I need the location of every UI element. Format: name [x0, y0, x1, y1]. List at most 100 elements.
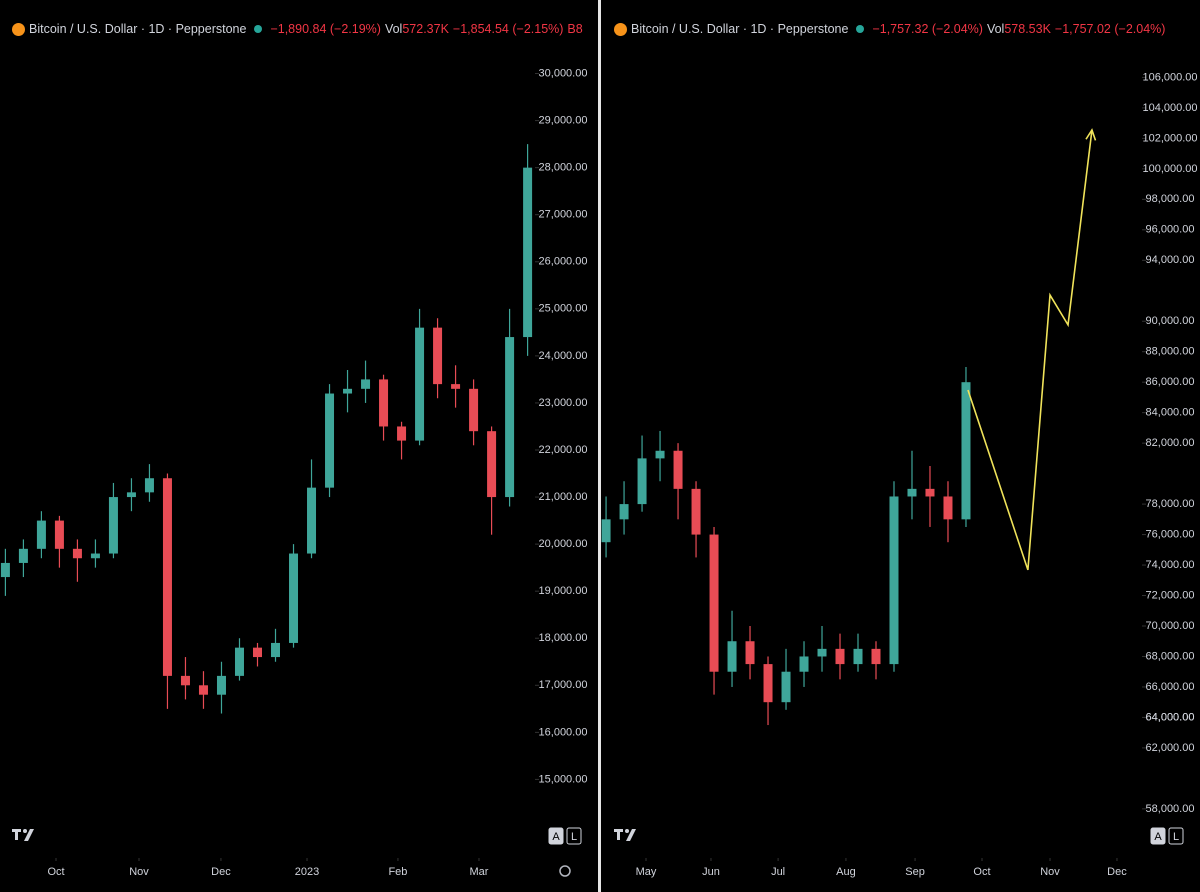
scale-button[interactable]	[1168, 827, 1184, 845]
y-tick-label: 82,000.00	[1146, 437, 1195, 449]
candle-body	[487, 431, 497, 498]
candle	[889, 481, 899, 672]
volume-change: −1,757.02 (−2.04%)	[1054, 22, 1166, 36]
y-tick-label: 106,000.00	[1142, 71, 1197, 83]
candle-body	[691, 488, 701, 535]
candle-body	[727, 641, 737, 672]
x-tick-label: Oct	[47, 866, 64, 878]
arrow-head	[1085, 128, 1097, 141]
y-tick-label: 17,000.00	[539, 679, 588, 691]
candle	[379, 374, 389, 441]
x-tick-label: Feb	[388, 866, 407, 878]
scale-button[interactable]	[566, 827, 582, 845]
candle-body	[835, 648, 845, 665]
symbol-icon	[12, 22, 25, 36]
x-tick-label: Jun	[702, 866, 720, 878]
x-tick-label: Sep	[905, 866, 925, 878]
y-tick-label: 20,000.00	[539, 538, 588, 550]
candle-body	[889, 496, 899, 665]
divider	[598, 0, 601, 892]
y-tick-label: 70,000.00	[1146, 620, 1195, 632]
symbol-title: Bitcoin / U.S. Dollar · 1D · Pepperstone	[631, 22, 849, 36]
scale-button[interactable]	[1150, 827, 1166, 845]
tv-logo	[12, 829, 34, 841]
candle	[216, 661, 226, 714]
candle	[289, 544, 299, 648]
candle-body	[198, 685, 208, 695]
y-tick-label: 78,000.00	[1146, 498, 1195, 510]
candle	[234, 638, 244, 681]
candle	[433, 318, 443, 399]
scale-button[interactable]	[548, 827, 564, 845]
y-tick-label: 15,000.00	[539, 773, 588, 785]
candle-body	[180, 675, 190, 686]
candle	[853, 633, 863, 672]
candle	[72, 539, 82, 582]
candle	[835, 633, 845, 680]
candle-body	[469, 388, 479, 432]
candle-body	[451, 384, 461, 389]
candle-body	[763, 664, 773, 703]
y-tick-label: 66,000.00	[1146, 681, 1195, 693]
y-tick-label: 68,000.00	[1146, 650, 1195, 662]
candle	[325, 384, 335, 498]
x-tick-label: Dec	[211, 866, 231, 878]
candle-body	[781, 671, 791, 703]
candle	[655, 430, 665, 482]
candle-body	[379, 379, 389, 427]
candle-body	[961, 382, 971, 520]
y-tick-label: 90,000.00	[1146, 315, 1195, 327]
y-tick-label: 22,000.00	[539, 444, 588, 456]
candle-body	[799, 656, 809, 672]
y-tick-label: 64,000.00	[1146, 711, 1195, 723]
candle-body	[18, 548, 28, 563]
y-tick-label: 28,000.00	[539, 162, 588, 174]
scale-button-label: A	[1154, 831, 1162, 843]
candle-body	[54, 520, 64, 549]
volume: 578.53K	[1004, 22, 1051, 36]
candle-body	[943, 496, 953, 520]
settings-icon[interactable]	[559, 865, 571, 877]
candle	[415, 308, 425, 446]
projection-line	[967, 129, 1093, 571]
candle	[0, 548, 10, 596]
candle-body	[90, 553, 100, 559]
y-tick-label: 72,000.00	[1146, 589, 1195, 601]
y-tick-label: 98,000.00	[1146, 193, 1195, 205]
volume-label: Vol	[384, 22, 403, 36]
candle	[523, 144, 533, 356]
candle-body	[673, 450, 683, 489]
y-tick-label: 94,000.00	[1146, 254, 1195, 266]
y-tick-label: 86,000.00	[1146, 376, 1195, 388]
candle	[601, 496, 611, 558]
y-tick-label: 21,000.00	[539, 491, 588, 503]
y-tick-label: 76,000.00	[1146, 528, 1195, 540]
legend-header: Bitcoin / U.S. Dollar · 1D · Pepperstone…	[12, 20, 583, 38]
candle-body	[162, 478, 172, 676]
y-tick-label: 58,000.00	[1146, 803, 1195, 815]
candle	[727, 610, 737, 687]
candle-body	[307, 487, 317, 554]
candle-body	[325, 393, 335, 488]
scale-button-label: L	[571, 831, 577, 843]
candle-body	[709, 534, 719, 672]
x-tick-label: Mar	[470, 866, 489, 878]
candle	[469, 379, 479, 446]
candle	[361, 360, 371, 403]
candle	[343, 370, 353, 413]
status-dot	[254, 25, 263, 33]
candle-body	[271, 642, 281, 658]
candle-body	[907, 488, 917, 497]
extra: B8	[567, 22, 583, 36]
candle	[637, 435, 647, 512]
x-tick-label: May	[636, 866, 657, 878]
candle-body	[871, 648, 881, 665]
volume-label: Vol	[986, 22, 1005, 36]
candle	[90, 539, 100, 568]
y-tick-label: 102,000.00	[1142, 132, 1197, 144]
candle-body	[637, 458, 647, 505]
candle-body	[853, 648, 863, 665]
x-tick-label: Nov	[1040, 866, 1060, 878]
